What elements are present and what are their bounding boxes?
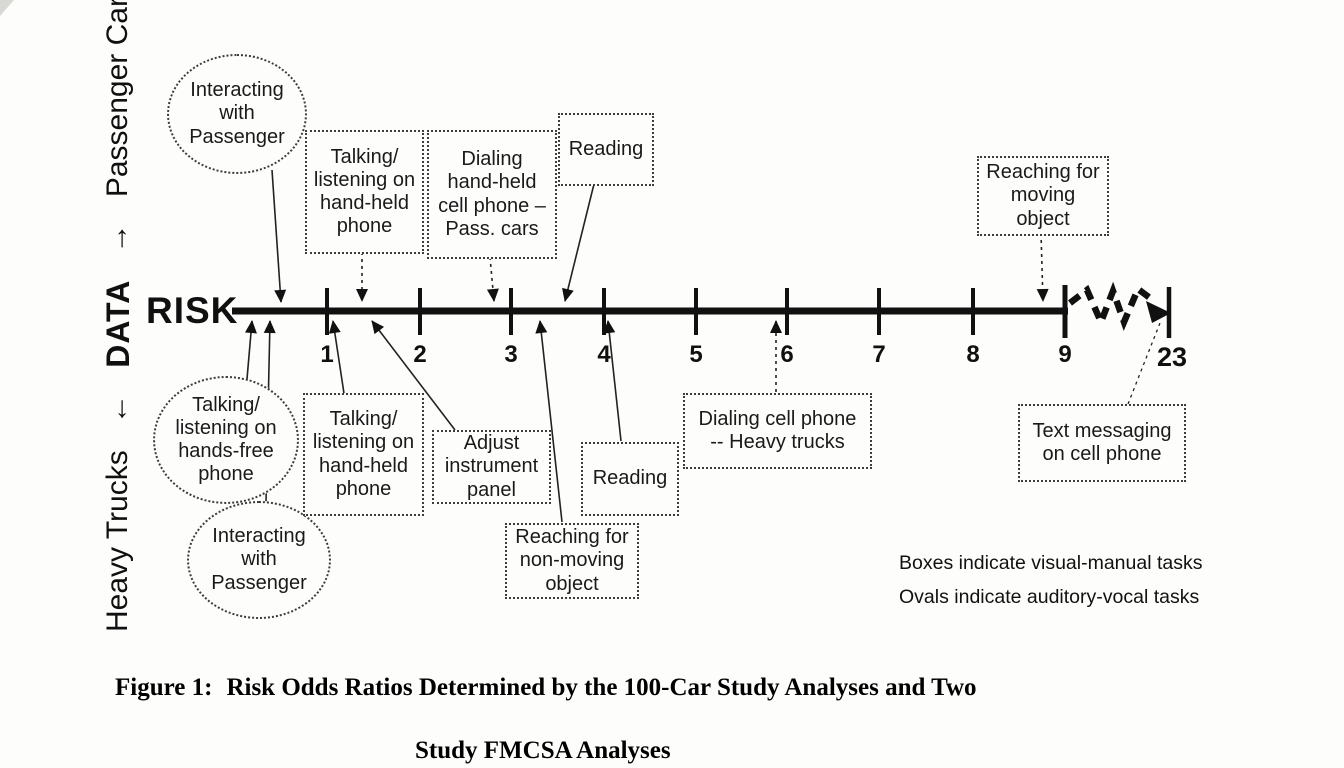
callout-text-messaging-trucks: Text messaging on cell phone xyxy=(1018,404,1186,482)
left-arrow-icon: ← xyxy=(101,394,134,425)
leader-reading-trucks xyxy=(603,320,622,442)
leader-adjust-panel-trucks xyxy=(371,320,456,431)
caption-line-1: Figure 1: Risk Odds Ratios Determined by … xyxy=(115,674,977,702)
tick-label-5: 5 xyxy=(689,341,703,368)
leader-talking-handheld-trucks xyxy=(328,320,346,401)
right-arrow-icon: → xyxy=(101,223,134,254)
tick-label-1: 1 xyxy=(320,341,334,368)
caption-line-2: Study FMCSA Analyses xyxy=(415,737,671,764)
leader-reaching-moving-cars xyxy=(1036,232,1049,302)
tick-label-2: 2 xyxy=(413,341,427,368)
caption-title-text: Risk Odds Ratios Determined by the 100-C… xyxy=(226,674,977,701)
tick-label-7: 7 xyxy=(872,341,886,368)
callout-hands-free-trucks: Talking/ listening on hands-free phone xyxy=(153,376,299,504)
callout-talking-handheld-trucks: Talking/ listening on hand-held phone xyxy=(303,393,424,516)
callout-reaching-nonmoving-trucks: Reaching for non-moving object xyxy=(505,523,639,599)
callout-adjust-panel-trucks: Adjust instrument panel xyxy=(432,430,551,504)
leader-reaching-nonmoving-trucks xyxy=(535,320,563,523)
callout-interacting-trucks: Interacting with Passenger xyxy=(187,501,331,619)
axis-break-zigzag xyxy=(1068,281,1156,331)
axis-break-arrowhead xyxy=(1146,301,1171,323)
legend-boxes-note: Boxes indicate visual-manual tasks xyxy=(899,552,1203,574)
leader-text-messaging-trucks xyxy=(1127,322,1161,405)
callout-dialing-trucks: Dialing cell phone -- Heavy trucks xyxy=(683,393,872,469)
leader-hands-free-trucks xyxy=(244,320,257,380)
leader-dialing-handheld-cars xyxy=(486,256,499,302)
leader-reading-cars xyxy=(562,183,595,302)
tick-label-4: 4 xyxy=(597,341,611,368)
tick-label-6: 6 xyxy=(780,341,794,368)
leader-interacting-passenger-cars xyxy=(271,169,287,303)
callout-reading-trucks: Reading xyxy=(581,442,679,516)
legend: Boxes indicate visual-manual tasks Ovals… xyxy=(899,552,1202,620)
caption-figure-label: Figure 1: xyxy=(115,674,213,701)
vertical-data-axis-label: Heavy Trucks ← DATA → Passenger Cars xyxy=(99,0,137,632)
callout-reaching-moving-cars: Reaching for moving object xyxy=(977,156,1109,236)
legend-ovals-note: Ovals indicate auditory-vocal tasks xyxy=(899,586,1200,608)
callout-reading-cars: Reading xyxy=(558,113,654,186)
tick-label-9: 9 xyxy=(1058,341,1072,368)
callout-interacting-passenger-cars: Interacting with Passenger xyxy=(167,54,307,174)
tick-label-3: 3 xyxy=(504,341,518,368)
heavy-trucks-label: Heavy Trucks xyxy=(101,450,134,632)
passenger-cars-label: Passenger Cars xyxy=(101,0,134,198)
tick-label-8: 8 xyxy=(966,341,980,368)
callout-dialing-handheld-cars: Dialing hand-held cell phone – Pass. car… xyxy=(427,130,557,259)
risk-axis-title: RISK xyxy=(146,290,239,331)
data-label: DATA xyxy=(99,279,136,368)
tick-label-23: 23 xyxy=(1156,342,1188,372)
callout-talking-handheld-cars: Talking/ listening on hand-held phone xyxy=(305,130,424,254)
